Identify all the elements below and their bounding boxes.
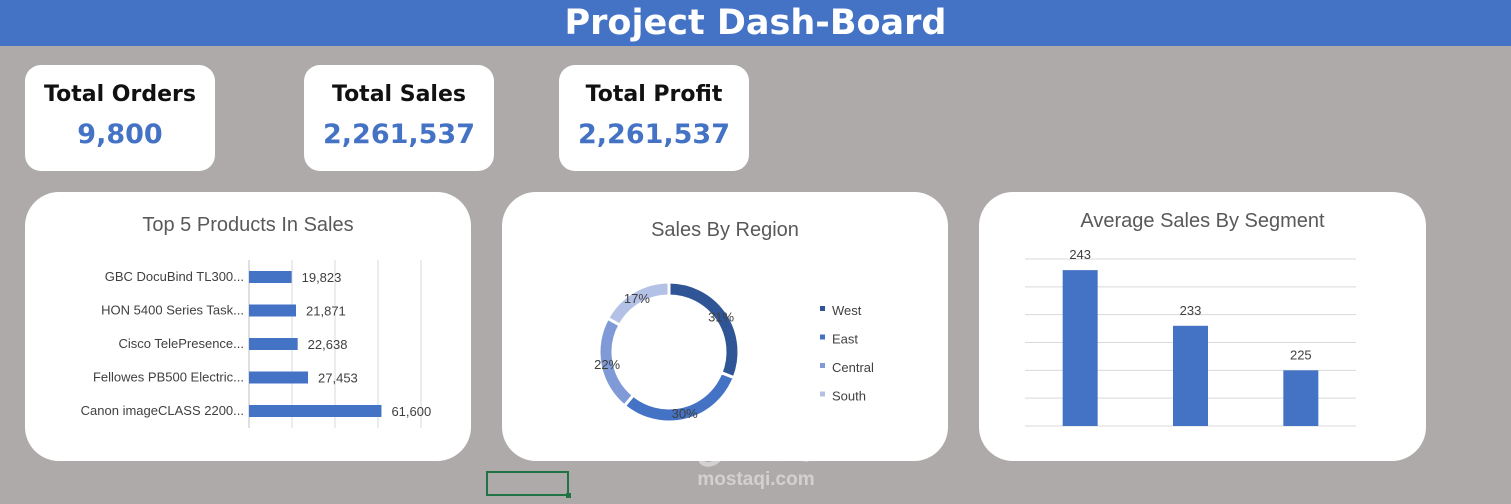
data-label: 22,638	[308, 337, 348, 352]
donut-slice	[667, 280, 741, 380]
data-label: 19,823	[302, 270, 342, 285]
data-label: 17%	[624, 291, 650, 306]
category-label: HON 5400 Series Task...	[101, 303, 244, 318]
bar	[249, 338, 298, 350]
data-label: 233	[1180, 303, 1202, 318]
bar	[1173, 325, 1208, 426]
kpi-total-orders: Total Orders 9,800	[25, 65, 215, 171]
segment-sales-card[interactable]: Average Sales By Segment 243 233 225	[979, 192, 1426, 461]
data-label: 21,871	[306, 304, 346, 319]
chart-title: Average Sales By Segment	[1080, 210, 1325, 232]
kpi-label: Total Orders	[44, 82, 196, 107]
top-products-card[interactable]: Top 5 Products In Sales GBC DocuBind TL3…	[25, 192, 471, 461]
data-label: 31%	[708, 310, 734, 325]
data-label: 225	[1290, 347, 1312, 362]
bar	[249, 371, 309, 384]
bar	[249, 405, 382, 417]
kpi-value: 2,261,537	[577, 119, 731, 150]
watermark-latin: mostaqi.com	[697, 469, 815, 490]
donut-slice	[605, 280, 671, 328]
data-label: 61,600	[391, 404, 431, 419]
legend-label: West	[832, 303, 862, 318]
data-label: 243	[1069, 247, 1091, 262]
kpi-label: Total Sales	[331, 82, 466, 107]
kpi-total-profit: Total Profit 2,261,537	[559, 65, 749, 171]
legend-marker	[820, 306, 825, 311]
sales-region-chart: 31% 30% 22% 17% West East Central South	[594, 280, 874, 424]
top-products-chart: GBC DocuBind TL300... 19,823 HON 5400 Seri…	[81, 260, 431, 428]
data-label: 22%	[594, 357, 620, 372]
chart-title: Top 5 Products In Sales	[142, 214, 354, 236]
bar	[1062, 270, 1098, 426]
category-label: Fellowes PB500 Electric...	[93, 370, 244, 385]
category-label: Canon imageCLASS 2200...	[81, 403, 244, 418]
kpi-label: Total Profit	[585, 82, 723, 107]
data-label: 30%	[672, 406, 698, 421]
selected-cell[interactable]	[486, 471, 571, 498]
category-label: Cisco TelePresence...	[119, 336, 245, 351]
sales-region-card[interactable]: Sales By Region 31% 30% 22% 17% West East Cent…	[502, 192, 948, 461]
watermark: مستقل mostaqi.com	[690, 425, 822, 491]
kpi-total-sales: Total Sales 2,261,537	[304, 65, 494, 171]
bar	[249, 304, 297, 317]
watermark-arabic: مستقل	[696, 425, 816, 469]
legend-label: South	[832, 389, 866, 404]
data-label: 27,453	[318, 371, 358, 386]
legend-label: East	[832, 332, 858, 347]
segment-sales-chart: 243 233 225	[1025, 247, 1356, 427]
chart-title: Sales By Region	[651, 219, 799, 241]
category-label: GBC DocuBind TL300...	[105, 269, 244, 284]
legend-marker	[820, 334, 825, 340]
legend-marker	[820, 391, 825, 397]
legend-marker	[820, 363, 825, 368]
kpi-value: 9,800	[77, 119, 163, 150]
dashboard-title: Project Dash-Board	[0, 0, 1511, 46]
kpi-value: 2,261,537	[322, 119, 476, 150]
fill-handle[interactable]	[566, 493, 571, 498]
bar	[1283, 370, 1319, 426]
bar	[249, 271, 292, 283]
legend-label: Central	[832, 360, 874, 375]
